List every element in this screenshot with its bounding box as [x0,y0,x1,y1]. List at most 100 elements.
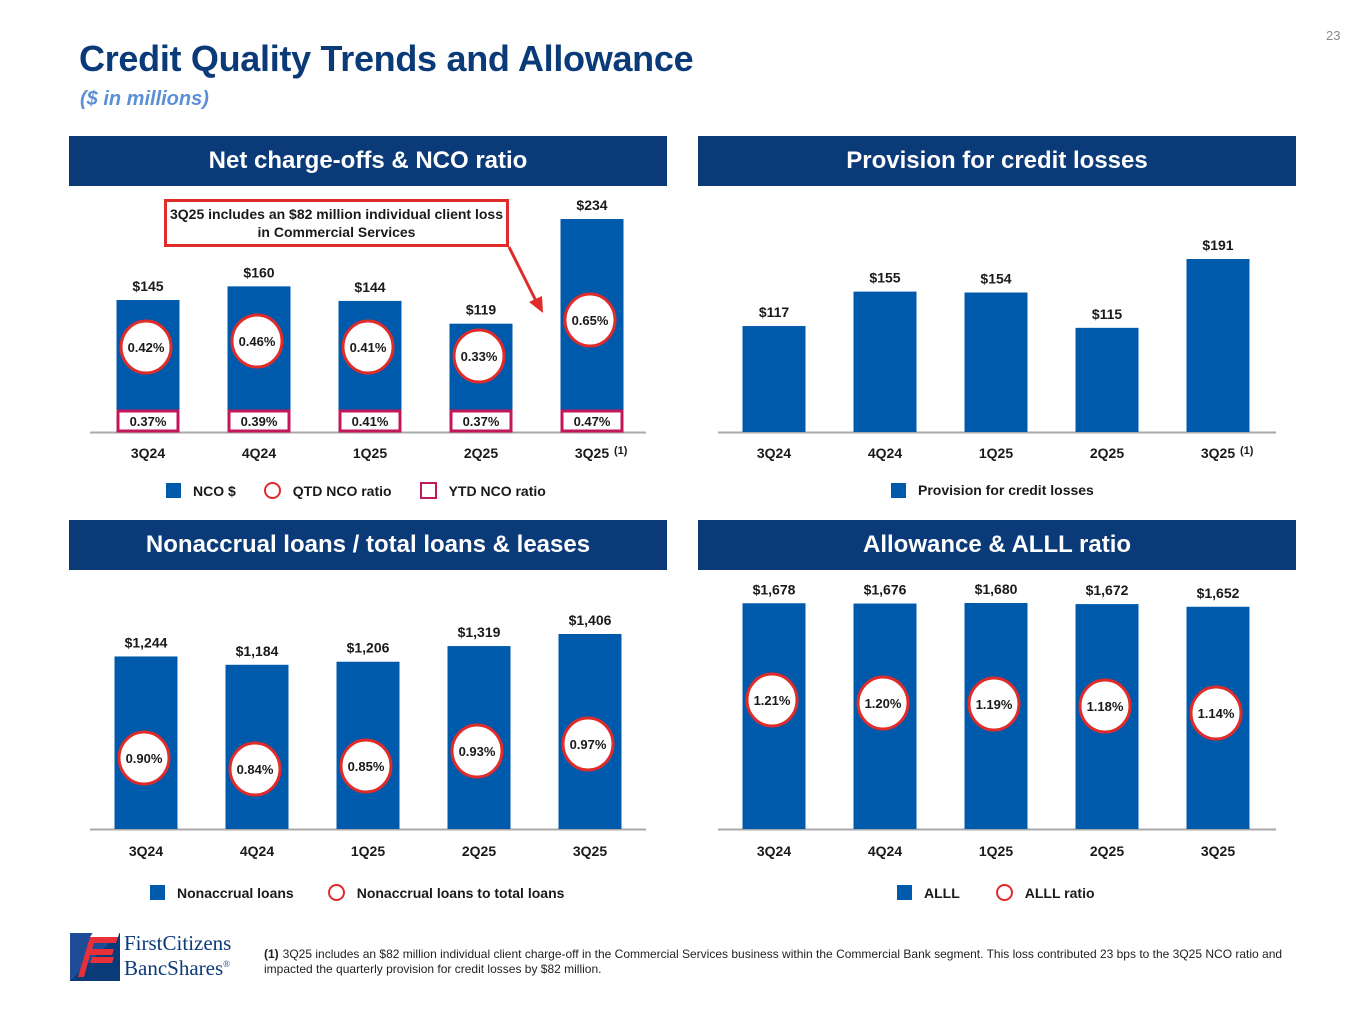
nonaccrual-ratio-label: 0.97% [570,737,607,752]
circle-swatch-icon [327,884,345,901]
legend-label: YTD NCO ratio [448,482,546,499]
nonaccrual-category-label: 4Q24 [240,843,274,859]
nco-ytd-ratio-box [338,409,402,433]
allowance-category-label: 2Q25 [1090,843,1124,859]
nco-ytd-ratio-box [116,409,180,433]
legend-item-nonaccrual-loans: Nonaccrual loans [150,885,294,901]
nonaccrual-bar-value-label: $1,206 [347,640,390,656]
provision-bar [853,291,917,432]
nonaccrual-bar-value-label: $1,184 [236,643,279,659]
nonaccrual-ratio-label: 0.85% [348,759,385,774]
provision-category-label: 4Q24 [868,445,902,461]
allowance-ratio-circle [856,675,910,731]
nco-bar-value-label: $119 [466,302,497,318]
nco-bar-value-label: $145 [132,278,163,294]
allowance-bar-value-label: $1,680 [975,581,1018,597]
allowance-category-label: 3Q24 [757,843,791,859]
allowance-ratio-circle [1189,685,1243,741]
allowance-bar-value-label: $1,672 [1086,582,1129,598]
nonaccrual-ratio-circle [117,730,171,786]
allowance-bar-value-label: $1,652 [1197,585,1240,601]
allowance-bar-value-label: $1,678 [753,581,796,597]
allowance-ratio-label: 1.18% [1087,699,1124,714]
callout-arrowhead-icon [529,296,543,313]
allowance-category-label: 4Q24 [868,843,902,859]
legend-item-qtd-ratio: QTD NCO ratio [263,482,392,499]
legend-item-alll: ALLL [897,885,960,901]
bar-swatch-icon [891,482,906,498]
allowance-legend: ALLL ALLL ratio [897,884,1123,901]
legend-label: ALLL ratio [1024,884,1095,901]
nco-ratio-label: 0.46% [239,334,276,349]
nco-callout-box: 3Q25 includes an $82 million individual … [164,199,509,247]
allowance-ratio-label: 1.20% [865,696,902,711]
nonaccrual-ratio-circle [339,738,393,794]
allowance-panel-header: Allowance & ALLL ratio [698,520,1296,570]
nco-ratio-circle [452,328,506,384]
nonaccrual-ratio-label: 0.84% [237,762,274,777]
nco-ytd-ratio-label: 0.37% [130,414,167,429]
allowance-ratio-circle [745,672,799,728]
square-outline-swatch-icon [419,482,437,499]
provision-bar [964,292,1028,432]
allowance-ratio-circle [1078,678,1132,734]
company-logo: FirstCitizens BancShares® [70,931,231,981]
nco-ratio-label: 0.41% [350,340,387,355]
provision-bar [1186,259,1250,432]
nonaccrual-bar-value-label: $1,244 [125,634,168,650]
footnote-marker: (1) [264,947,279,961]
nco-bar-value-label: $144 [354,279,385,295]
nco-ratio-circle [563,292,617,348]
allowance-ratio-label: 1.21% [754,693,791,708]
logo-wordmark: FirstCitizens BancShares® [124,933,231,979]
nco-ytd-ratio-label: 0.37% [463,414,500,429]
nco-panel-header: Net charge-offs & NCO ratio [69,136,667,186]
nonaccrual-category-label: 3Q25 [573,843,607,859]
allowance-category-label: 1Q25 [979,843,1013,859]
provision-panel-header: Provision for credit losses [698,136,1296,186]
provision-category-label: 2Q25 [1090,445,1124,461]
legend-item-nonaccrual-ratio: Nonaccrual loans to total loans [327,884,565,901]
nco-ratio-circle [341,319,395,375]
nco-legend: NCO $ QTD NCO ratio YTD NCO ratio [166,482,574,499]
legend-item-provision: Provision for credit losses [891,482,1094,498]
provision-bar-value-label: $115 [1092,306,1123,322]
provision-category-label: 3Q25 [1201,445,1235,461]
bar-swatch-icon [150,885,165,900]
legend-item-ytd-ratio: YTD NCO ratio [419,482,546,499]
legend-item-nco-dollars: NCO $ [166,483,236,499]
page-number: 23 [1326,28,1341,43]
legend-label: Nonaccrual loans to total loans [356,884,565,901]
nco-ytd-ratio-box [227,409,291,433]
nco-category-label: 2Q25 [464,445,498,461]
nco-ratio-label: 0.65% [572,313,609,328]
nco-category-label: 4Q24 [242,445,276,461]
nonaccrual-legend: Nonaccrual loans Nonaccrual loans to tot… [150,884,592,901]
nco-category-label: 3Q25 [575,445,609,461]
nco-ytd-ratio-label: 0.39% [241,414,278,429]
nco-ytd-ratio-box [449,409,513,433]
nco-category-label: 1Q25 [353,445,387,461]
provision-category-label: 1Q25 [979,445,1013,461]
legend-label: Provision for credit losses [918,482,1094,498]
provision-bar [742,326,806,432]
circle-swatch-icon [263,482,281,499]
provision-legend: Provision for credit losses [891,482,1122,498]
nonaccrual-ratio-label: 0.90% [126,751,163,766]
legend-label: ALLL [924,884,960,901]
page-title: Credit Quality Trends and Allowance [79,38,694,79]
nco-ytd-ratio-box [560,409,624,433]
nonaccrual-bar-value-label: $1,319 [458,624,501,640]
page-subtitle: ($ in millions) [80,88,209,110]
nco-ytd-ratio-label: 0.47% [574,414,611,429]
registered-mark: ® [223,959,230,969]
first-citizens-flag-icon [70,931,120,981]
nco-category-label: 3Q24 [131,445,165,461]
bar-swatch-icon [166,483,181,498]
circle-swatch-icon [995,884,1013,901]
logo-line1: FirstCitizens [124,931,232,955]
nco-bar-value-label: $234 [576,197,607,213]
legend-label: NCO $ [193,482,236,499]
provision-bar-value-label: $154 [980,271,1011,287]
